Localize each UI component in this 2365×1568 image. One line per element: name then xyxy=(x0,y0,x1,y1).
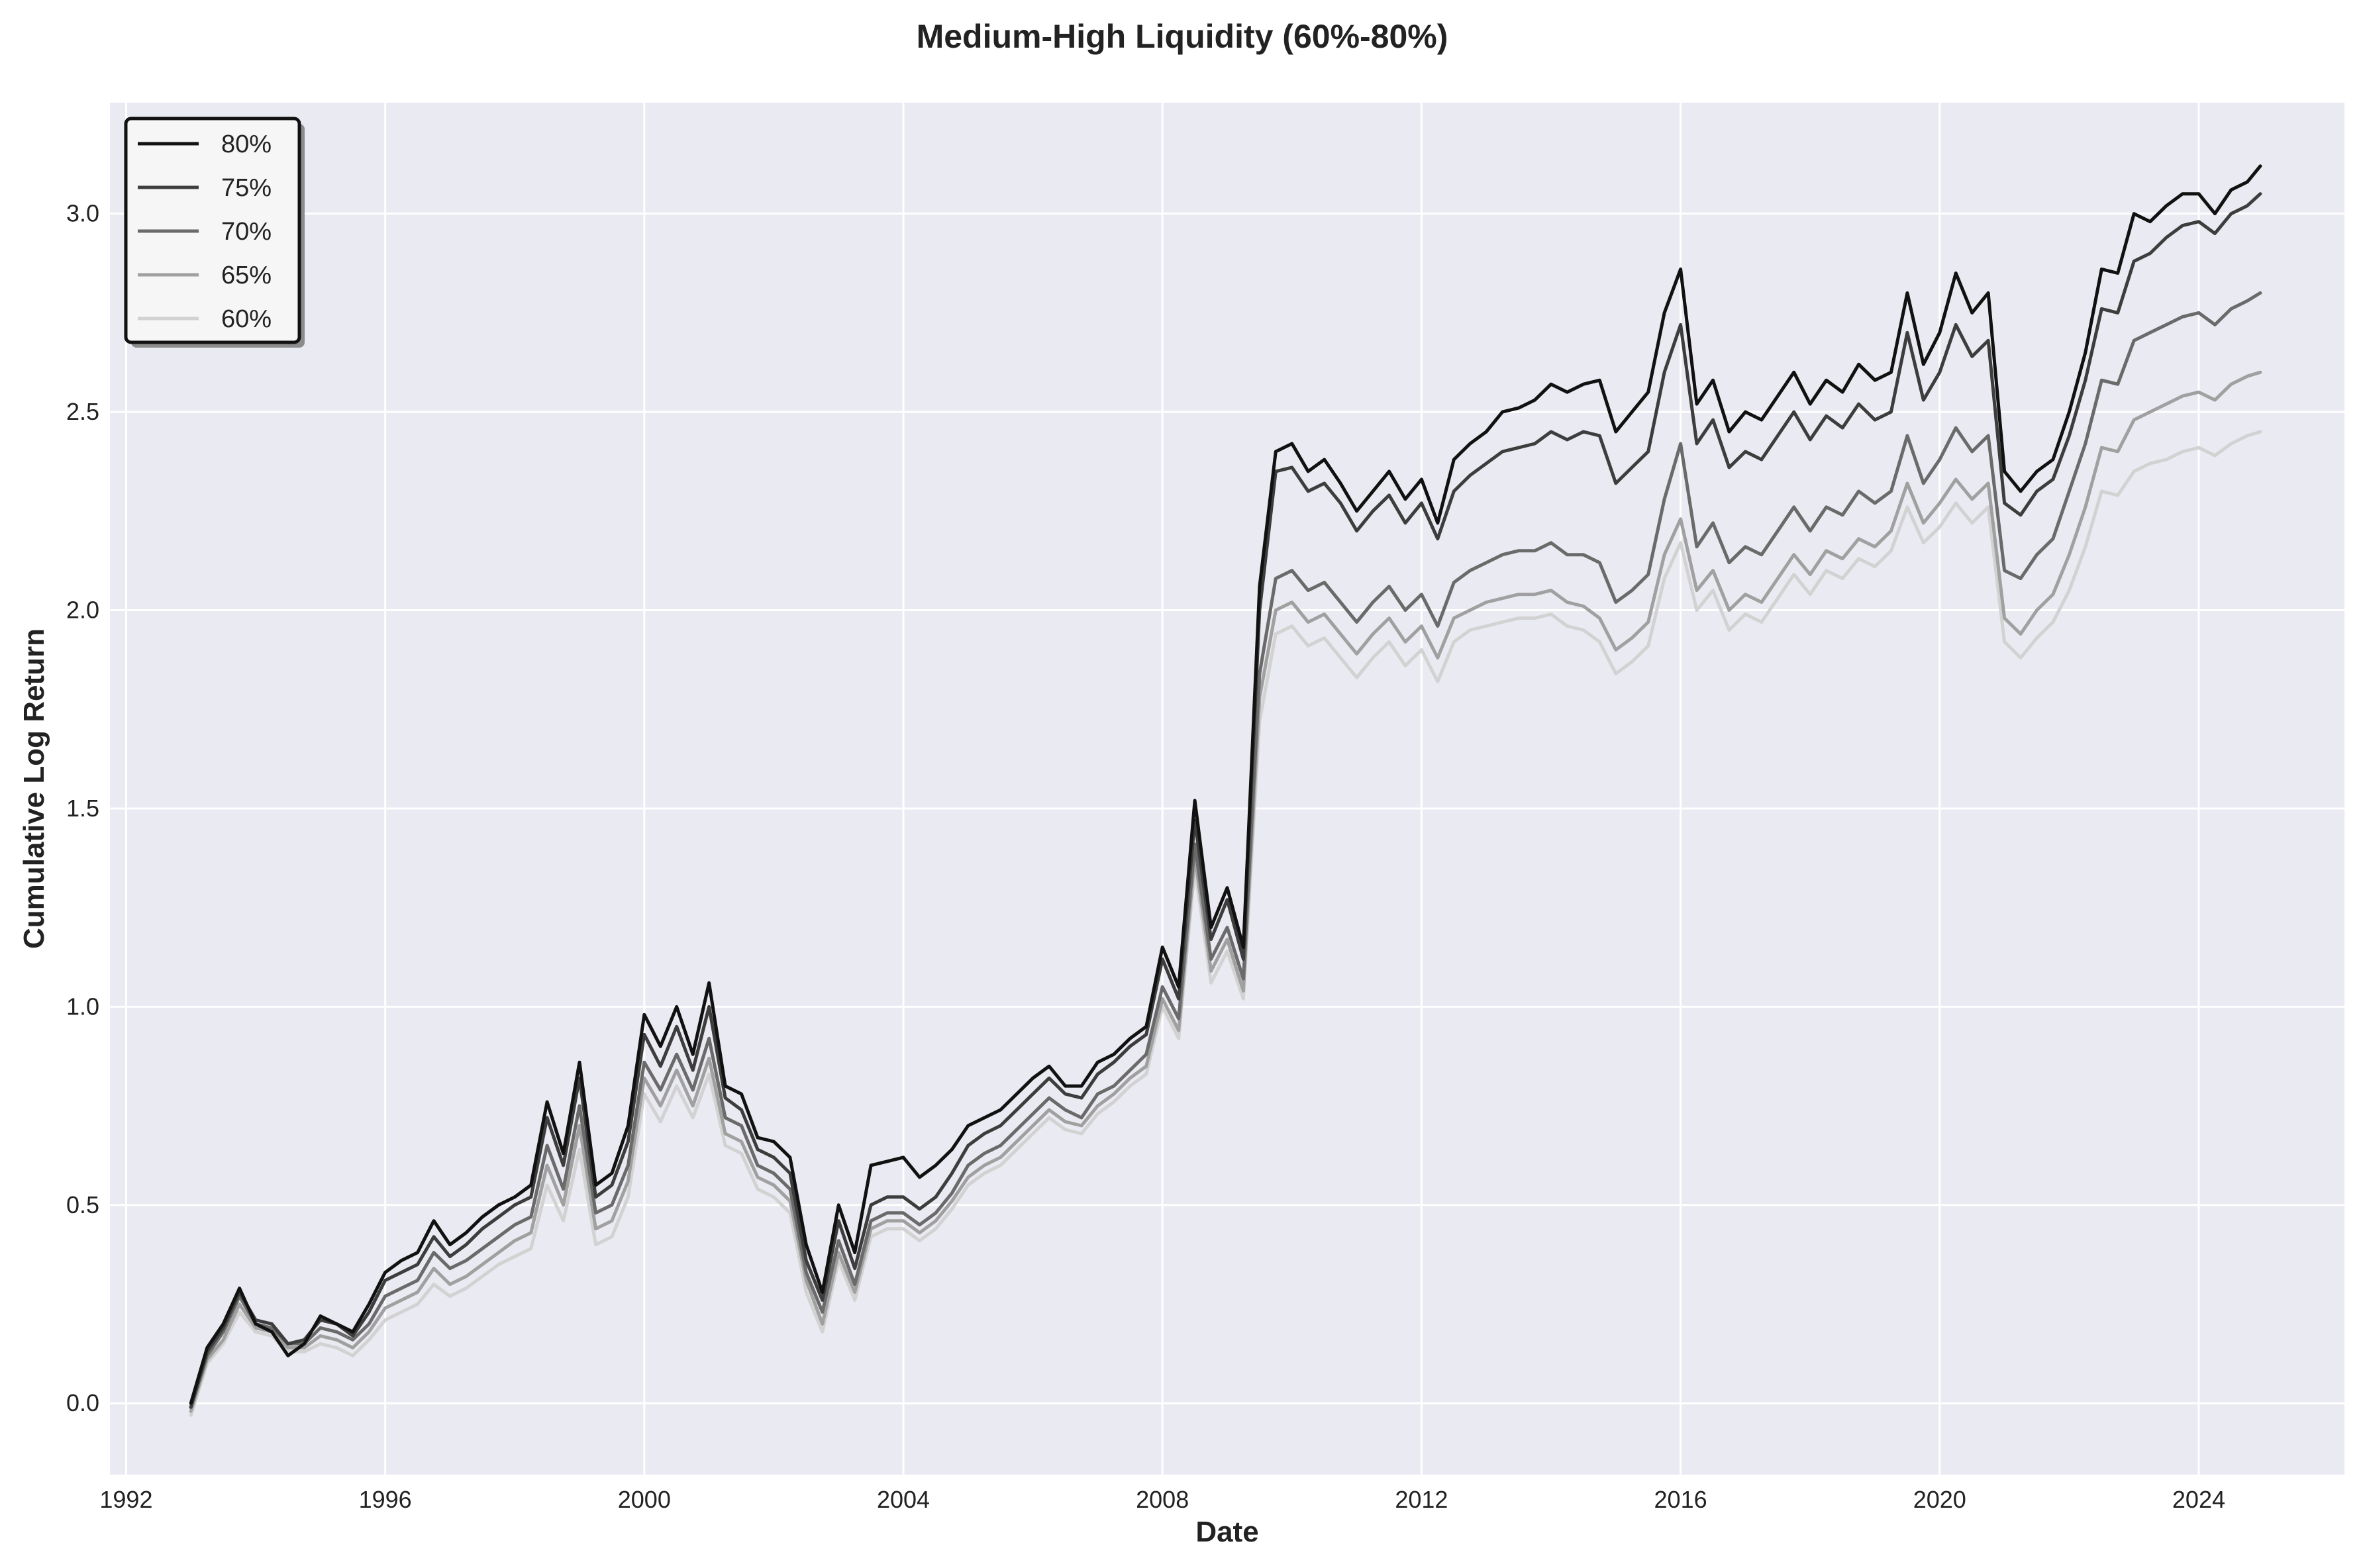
x-tick-label: 2000 xyxy=(618,1486,671,1513)
x-tick-label: 1996 xyxy=(359,1486,412,1513)
y-tick-label: 0.0 xyxy=(66,1389,99,1416)
legend-label: 65% xyxy=(221,262,272,289)
legend: 80% 75% 70% 65% 60% xyxy=(124,117,305,348)
legend-label: 75% xyxy=(221,174,272,202)
plot-area xyxy=(110,103,2344,1475)
y-tick-label: 3.0 xyxy=(66,200,99,227)
y-tick-label: 2.0 xyxy=(66,597,99,624)
series-line-75pct xyxy=(189,192,2262,1409)
x-tick-label: 2024 xyxy=(2172,1486,2225,1513)
series-line-60pct xyxy=(189,430,2262,1417)
y-axis-title: Cumulative Log Return xyxy=(18,628,50,949)
legend-label: 70% xyxy=(221,218,272,246)
series-line-80pct xyxy=(189,164,2262,1405)
x-tick-label: 2012 xyxy=(1395,1486,1448,1513)
x-tick-label: 1992 xyxy=(99,1486,152,1513)
tick-labels: 1992 1996 2000 2004 2008 2012 2016 2020 2024 0.0 0… xyxy=(66,200,2225,1513)
x-axis-title: Date xyxy=(1195,1516,1258,1548)
x-tick-label: 2020 xyxy=(1913,1486,1966,1513)
y-tick-label: 0.5 xyxy=(66,1191,99,1218)
chart-title: Medium-High Liquidity (60%-80%) xyxy=(917,18,1448,55)
y-tick-label: 1.5 xyxy=(66,795,99,822)
y-tick-label: 1.0 xyxy=(66,993,99,1020)
series-line-65pct xyxy=(189,370,2262,1413)
legend-label: 80% xyxy=(221,130,272,158)
x-tick-label: 2004 xyxy=(877,1486,930,1513)
y-tick-label: 2.5 xyxy=(66,398,99,425)
legend-box xyxy=(124,117,301,344)
legend-label: 60% xyxy=(221,305,272,333)
series-line-70pct xyxy=(189,291,2262,1409)
x-tick-label: 2008 xyxy=(1136,1486,1189,1513)
series-lines xyxy=(189,164,2262,1417)
x-tick-label: 2016 xyxy=(1654,1486,1707,1513)
